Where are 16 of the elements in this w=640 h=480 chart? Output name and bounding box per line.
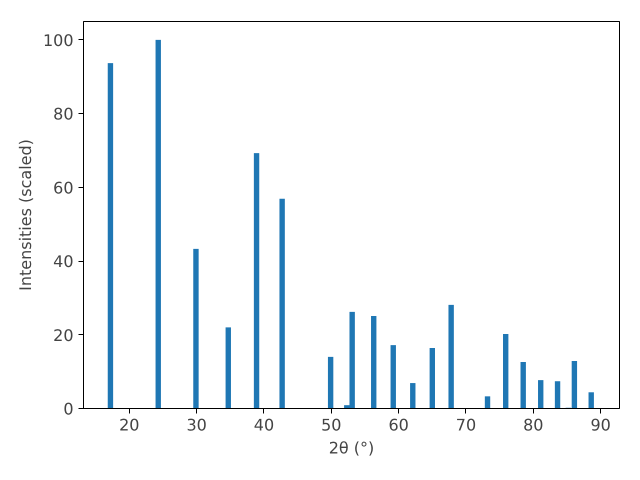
x-tick-label: 30	[186, 416, 207, 434]
y-tick-label: 60	[53, 178, 74, 198]
x-tick-label: 50	[321, 416, 342, 434]
x-tick-label: 20	[119, 416, 140, 434]
y-tick-label: 0	[63, 400, 74, 418]
y-tick-label: 100	[42, 30, 74, 50]
x-tick-label: 80	[523, 416, 544, 434]
x-axis-title: 2θ (°)	[328, 438, 374, 458]
x-tick-label: 60	[388, 416, 409, 434]
y-tick-label: 80	[53, 104, 74, 124]
x-tick-label: 40	[254, 416, 274, 434]
y-tick-label: 20	[53, 326, 74, 345]
y-tick-label: 40	[53, 252, 74, 272]
y-axis-title: Intensities (scaled)	[16, 139, 35, 291]
x-tick-label: 90	[590, 416, 611, 434]
x-tick-label: 70	[456, 416, 476, 434]
